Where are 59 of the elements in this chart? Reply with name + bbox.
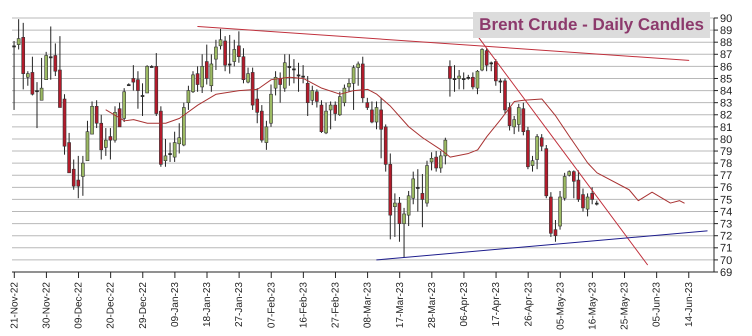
x-tick-label: 16-May-23	[588, 282, 599, 330]
x-tick-label: 18-Jan-23	[202, 282, 214, 328]
x-tick-label: 27-Feb-23	[330, 282, 342, 328]
x-tick-label: 20-Dec-22	[106, 282, 117, 329]
y-tick-label: 85	[720, 73, 732, 86]
x-tick-label: 06-Apr-23	[459, 282, 470, 326]
x-tick-label: 30-Nov-22	[42, 282, 53, 329]
y-tick-label: 84	[720, 85, 732, 98]
x-tick-label: 29-Dec-22	[138, 282, 149, 329]
candlestick	[366, 97, 370, 110]
y-tick-label: 81	[720, 122, 732, 134]
line-series	[106, 76, 685, 204]
y-tick-label: 77	[720, 170, 732, 182]
x-tick-label: 14-Jun-23	[684, 282, 695, 328]
candlestick	[516, 103, 521, 132]
x-tick-label: 26-Apr-23	[523, 282, 534, 326]
x-tick-label: 07-Feb-23	[266, 282, 278, 328]
y-tick-label: 76	[720, 182, 732, 194]
candlestick	[228, 34, 232, 74]
y-tick-label: 83	[720, 98, 732, 110]
candlestick	[81, 155, 85, 196]
y-tick-label: 89	[720, 25, 732, 37]
candlestick	[12, 40, 16, 110]
x-tick-label: 05-May-23	[555, 282, 566, 330]
y-tick-label: 74	[720, 206, 732, 218]
y-tick-label: 71	[720, 242, 732, 255]
y-tick-label: 73	[720, 218, 732, 231]
y-tick-label: 88	[720, 37, 732, 50]
y-tick-label: 90	[720, 12, 732, 25]
y-tick-label: 80	[720, 134, 732, 146]
y-tick-label: 86	[720, 61, 732, 74]
x-tick-label: 05-Jun-23	[652, 282, 663, 328]
candlestick	[214, 39, 218, 71]
x-tick-label: 16-Feb-23	[298, 282, 310, 328]
candlestick	[204, 44, 209, 86]
x-tick-label: 17-Apr-23	[491, 282, 502, 326]
y-tick-label: 79	[720, 146, 732, 158]
y-tick-label: 75	[720, 194, 732, 206]
x-tick-label: 28-Mar-23	[426, 282, 438, 328]
y-tick-label: 87	[720, 49, 732, 62]
x-tick-label: 25-May-23	[620, 282, 631, 330]
candlestick	[232, 39, 236, 67]
x-tick-label: 21-Nov-22	[9, 282, 20, 329]
x-tick-label: 17-Mar-23	[394, 282, 406, 328]
x-tick-label: 27-Jan-23	[234, 282, 246, 328]
chart-title: Brent Crude - Daily Candles	[473, 12, 710, 38]
y-tick-label: 72	[720, 230, 732, 243]
y-tick-label: 70	[720, 254, 732, 267]
candlestick	[310, 85, 314, 106]
candlestick	[140, 82, 144, 116]
x-tick-label: 08-Mar-23	[362, 282, 374, 328]
candlestick	[292, 58, 296, 84]
x-tick-label: 09-Dec-22	[74, 282, 85, 329]
y-tick-label: 69	[720, 266, 732, 279]
y-tick-label: 82	[720, 110, 732, 122]
x-tick-label: 09-Jan-23	[170, 282, 181, 328]
candlestick	[333, 100, 338, 122]
candlestick	[76, 155, 80, 199]
y-tick-label: 78	[720, 158, 732, 170]
